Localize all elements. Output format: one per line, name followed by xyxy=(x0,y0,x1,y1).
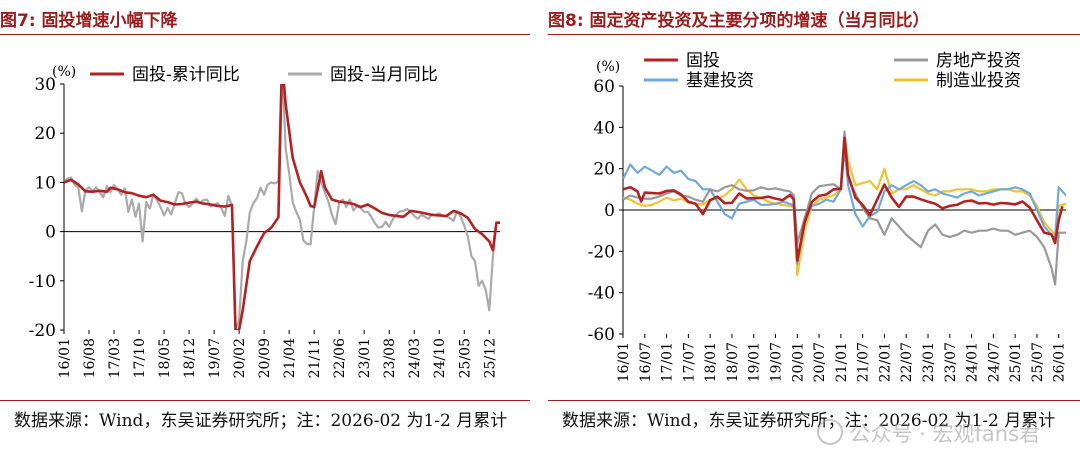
x-tick-label: 22/01 xyxy=(877,342,893,382)
series-group xyxy=(64,84,500,330)
x-tick-label: 17/03 xyxy=(107,338,123,378)
x-tick-label: 23/07 xyxy=(943,342,959,382)
wechat-icon xyxy=(817,419,844,445)
x-tick-label: 24/01 xyxy=(965,342,981,382)
x-tick-label: 25/12 xyxy=(482,338,498,378)
x-tick-label: 18/07 xyxy=(725,342,741,382)
legend-label: 固投 xyxy=(686,51,720,71)
x-tick-label: 18/05 xyxy=(157,338,173,378)
y-tick-label: 30 xyxy=(34,75,56,95)
right-title-rule xyxy=(548,34,1080,35)
y-tick-label: -20 xyxy=(588,242,615,262)
y-tick-label: -60 xyxy=(588,325,615,345)
y-unit-label: (%) xyxy=(596,59,620,75)
x-tick-label: 21/11 xyxy=(307,338,323,378)
y-tick-label: 40 xyxy=(593,118,615,138)
y-unit-label: (%) xyxy=(52,64,76,80)
series-line-3 xyxy=(623,146,1066,265)
x-tick-label: 24/10 xyxy=(432,338,448,378)
y-tick-label: 0 xyxy=(45,223,56,243)
x-tick-label: 24/03 xyxy=(407,338,423,378)
x-tick-label: 17/10 xyxy=(132,338,148,378)
y-tick-label: -10 xyxy=(29,272,56,292)
x-tick-label: 17/01 xyxy=(660,342,676,382)
watermark-text: 公众号 · 宏观fans君 xyxy=(849,422,1040,446)
x-tick-label: 23/08 xyxy=(382,338,398,378)
x-tick-label: 20/09 xyxy=(257,338,273,378)
right-source-note: 数据来源：Wind，东吴证券研究所；注：2026-02 为1-2 月累计 xyxy=(562,411,1056,431)
x-tick-label: 26/01 xyxy=(1052,342,1068,382)
x-tick-label: 19/07 xyxy=(769,342,785,382)
right-panel: 图8: 固定资产投资及主要分项的增速（当月同比） 60 40 20 0 -20 -40 -6… xyxy=(548,0,1080,471)
x-tick-label: 20/01 xyxy=(790,342,806,382)
x-tick-label: 23/01 xyxy=(921,342,937,382)
legend-label: 固投-累计同比 xyxy=(132,65,240,85)
watermark: 公众号 · 宏观fans君 xyxy=(817,418,1040,448)
left-chart: 30 20 10 0 -10 -20 (%) 16/01 16/08 17/03 17/10 18/0… xyxy=(29,64,500,378)
x-tick-label: 22/06 xyxy=(332,338,348,378)
x-tick-label: 22/07 xyxy=(899,342,915,382)
x-tick-label: 19/07 xyxy=(207,338,223,378)
left-source-note: 数据来源：Wind，东吴证券研究所；注：2026-02 为1-2 月累计 xyxy=(14,411,508,431)
x-tick-label: 16/08 xyxy=(82,338,98,378)
x-tick-label: 25/05 xyxy=(457,338,473,378)
series-group xyxy=(623,130,1066,286)
right-chart: 60 40 20 0 -20 -40 -60 (%) 16/01 16/07 17/01 17/07 1… xyxy=(588,51,1068,382)
legend-label: 固投-当月同比 xyxy=(330,65,438,85)
x-tick-label: 18/01 xyxy=(703,342,719,382)
series-line-1 xyxy=(64,84,500,330)
legend-label: 制造业投资 xyxy=(936,71,1021,91)
x-tick-label: 20/07 xyxy=(812,342,828,382)
legend-label: 基建投资 xyxy=(686,71,754,91)
x-tick-label: 21/01 xyxy=(834,342,850,382)
x-tick-label: 16/01 xyxy=(616,342,632,382)
series-line-1 xyxy=(623,136,1064,262)
series-line-2 xyxy=(623,130,1066,286)
right-footer-rule xyxy=(548,400,1080,401)
left-footer-rule xyxy=(0,400,530,401)
x-tick-label: 17/07 xyxy=(681,342,697,382)
y-tick-label: 20 xyxy=(34,124,56,144)
y-tick-label: 20 xyxy=(593,160,615,180)
y-tick-label: -40 xyxy=(588,284,615,304)
x-tick-label: 25/07 xyxy=(1030,342,1046,382)
x-tick-label: 21/04 xyxy=(282,338,298,378)
x-tick-label: 18/12 xyxy=(182,338,198,378)
y-tick-label: 10 xyxy=(34,173,56,193)
x-tick-label: 20/02 xyxy=(232,338,248,378)
left-title: 图7: 固投增速小幅下降 xyxy=(0,11,178,31)
x-tick-label: 21/07 xyxy=(856,342,872,382)
x-tick-label: 23/01 xyxy=(357,338,373,378)
left-panel: 图7: 固投增速小幅下降 30 20 10 0 -10 -20 (%) 16/01 16/08 1… xyxy=(0,0,530,471)
y-tick-label: 0 xyxy=(604,201,615,221)
legend-label: 房地产投资 xyxy=(936,51,1021,71)
x-tick-label: 24/07 xyxy=(986,342,1002,382)
y-tick-label: 60 xyxy=(593,77,615,97)
x-tick-label: 19/01 xyxy=(747,342,763,382)
y-tick-label: -20 xyxy=(29,321,56,341)
x-tick-label: 16/07 xyxy=(638,342,654,382)
x-tick-label: 25/01 xyxy=(1008,342,1024,382)
left-title-rule xyxy=(0,34,530,35)
x-tick-label: 16/01 xyxy=(57,338,73,378)
right-title: 图8: 固定资产投资及主要分项的增速（当月同比） xyxy=(548,11,930,31)
